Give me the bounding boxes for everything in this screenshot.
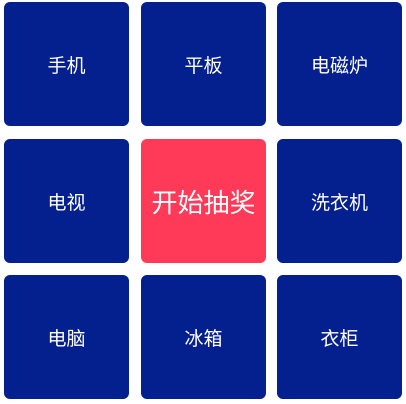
prize-label: 手机	[47, 54, 86, 77]
start-lottery-label: 开始抽奖	[151, 188, 256, 219]
prize-label: 电视	[47, 191, 86, 214]
start-lottery-button[interactable]: 开始抽奖	[141, 139, 266, 263]
prize-cell-induction-cooker: 电磁炉	[277, 2, 402, 126]
prize-cell-computer: 电脑	[4, 275, 129, 399]
prize-label: 电脑	[47, 327, 86, 350]
prize-label: 衣柜	[320, 327, 359, 350]
prize-label: 平板	[184, 54, 223, 77]
prize-cell-refrigerator: 冰箱	[141, 275, 266, 399]
prize-cell-tablet: 平板	[141, 2, 266, 126]
prize-label: 电磁炉	[310, 54, 368, 77]
prize-label: 洗衣机	[310, 191, 368, 214]
prize-cell-washing-machine: 洗衣机	[277, 139, 402, 263]
prize-cell-tv: 电视	[4, 139, 129, 263]
prize-cell-wardrobe: 衣柜	[277, 275, 402, 399]
prize-label: 冰箱	[184, 327, 223, 350]
prize-cell-phone: 手机	[4, 2, 129, 126]
